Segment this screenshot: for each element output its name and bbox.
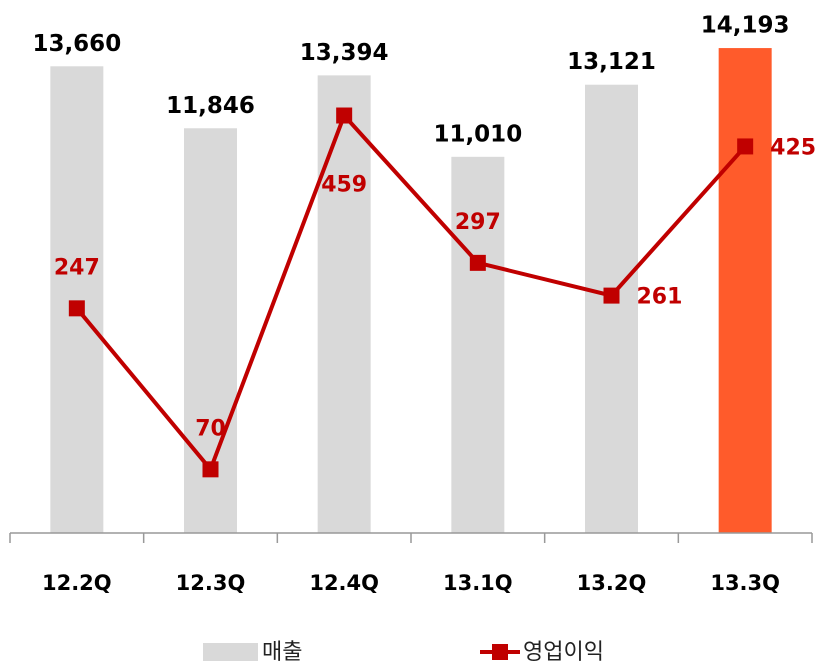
line-value-label: 70	[195, 416, 226, 441]
x-tick-label: 12.4Q	[309, 571, 379, 595]
legend-swatch	[492, 644, 508, 660]
bar-value-label: 13,660	[32, 31, 121, 57]
line-marker	[202, 461, 219, 478]
bar	[585, 84, 638, 534]
bar	[718, 48, 772, 533]
line-marker	[68, 300, 85, 317]
line-value-label: 425	[770, 135, 816, 160]
legend-label: 매출	[262, 640, 302, 665]
x-tick-label: 13.3Q	[710, 571, 780, 595]
x-tick-label: 12.3Q	[176, 571, 246, 595]
bar	[317, 75, 371, 533]
line-value-label: 247	[54, 255, 100, 280]
bar-value-label: 14,193	[701, 13, 790, 39]
bar-value-label: 13,394	[300, 40, 389, 66]
bar-value-label: 11,846	[166, 93, 255, 119]
line-marker	[336, 107, 353, 124]
line	[75, 111, 747, 474]
line-marker	[469, 254, 486, 271]
x-tick-label: 13.2Q	[577, 571, 647, 595]
line-value-label: 261	[637, 285, 683, 310]
x-tick-label: 13.1Q	[443, 571, 513, 595]
x-tick-label: 12.2Q	[42, 571, 112, 595]
bar	[50, 66, 104, 534]
bar-value-label: 13,121	[567, 49, 656, 75]
line-value-label: 459	[321, 173, 367, 198]
legend-label: 영업이익	[523, 640, 604, 665]
bar-value-label: 11,010	[433, 121, 522, 147]
line-marker	[603, 287, 620, 304]
line-marker	[737, 138, 754, 155]
bar	[451, 156, 505, 533]
legend-swatch	[203, 643, 258, 661]
line-value-label: 297	[455, 210, 501, 235]
